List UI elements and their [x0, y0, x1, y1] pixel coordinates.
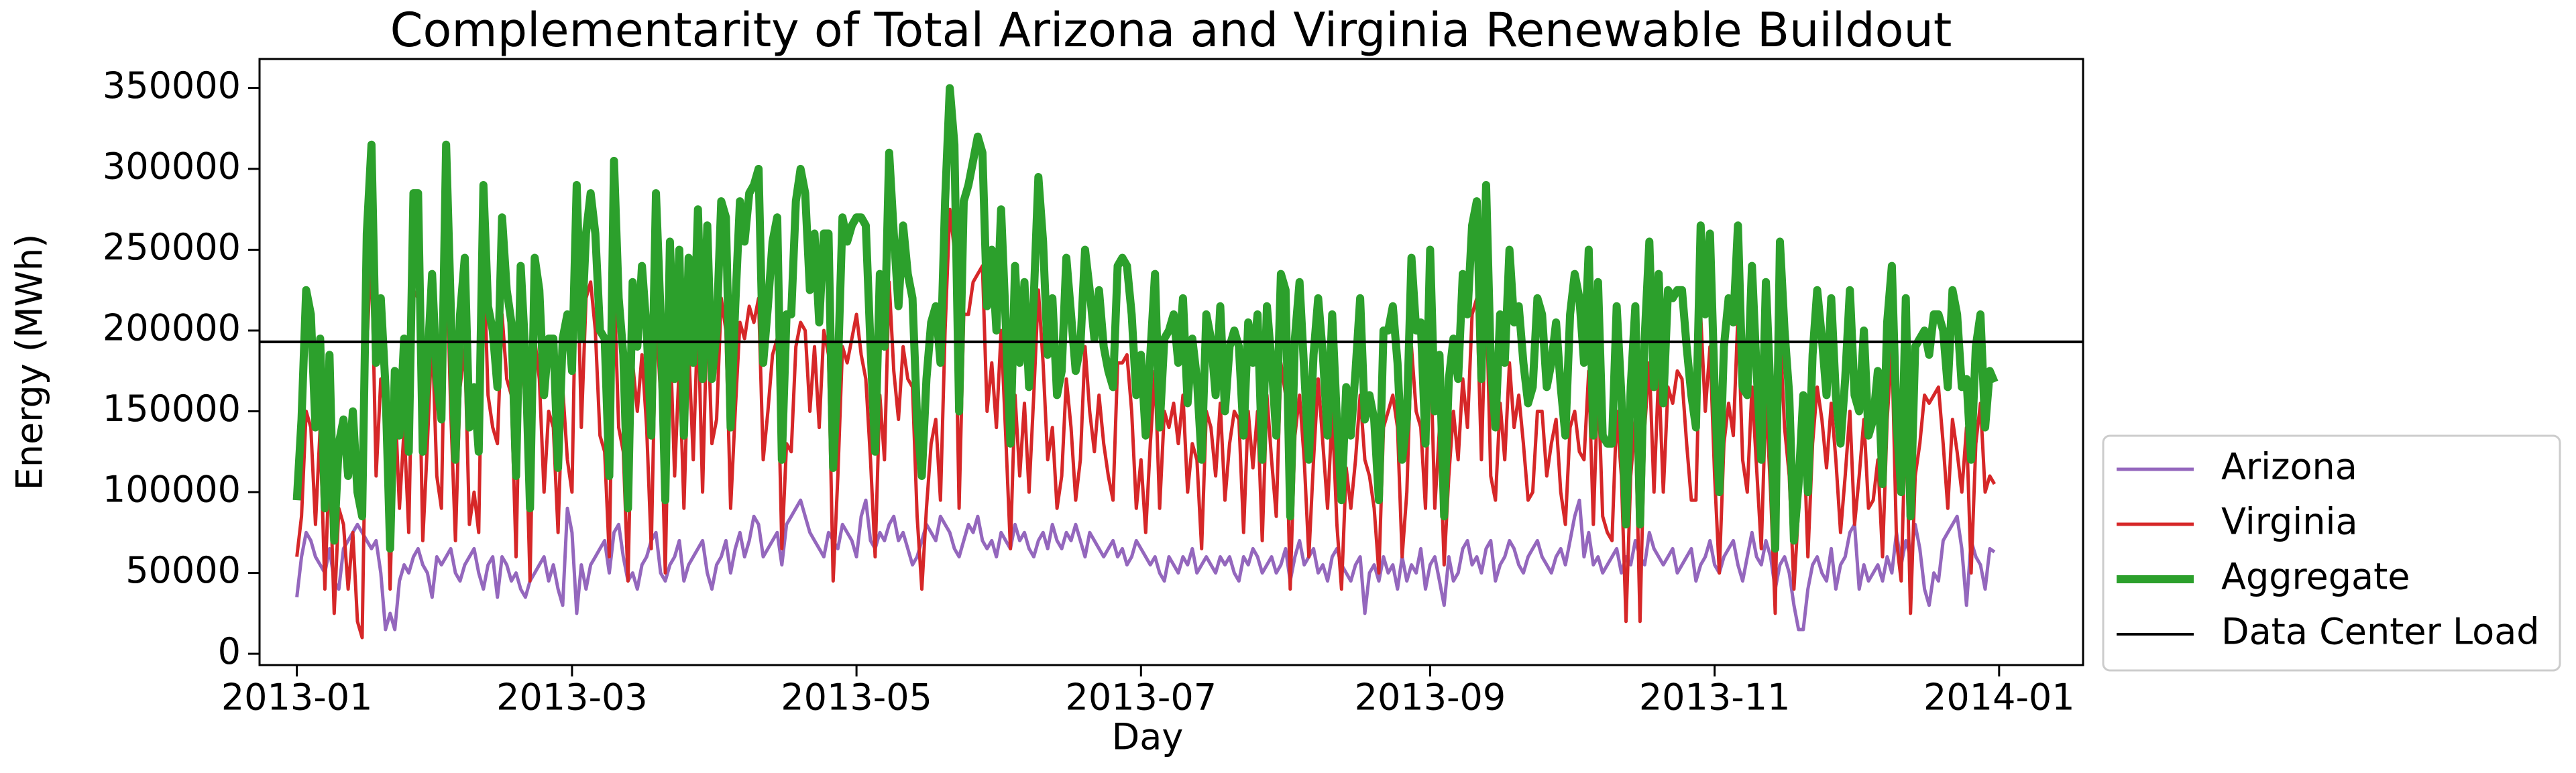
y-tick-label: 250000	[103, 226, 241, 268]
x-axis-label: Day	[1112, 716, 1184, 758]
y-tick-label: 200000	[103, 307, 241, 349]
y-tick-label: 150000	[103, 388, 241, 430]
y-tick-label: 100000	[103, 469, 241, 511]
series-line	[292, 84, 1999, 553]
legend-label: Data Center Load	[2221, 611, 2540, 653]
x-tick-label: 2013-03	[496, 676, 648, 719]
y-axis-label: Energy (MWh)	[9, 234, 51, 491]
plot-frame	[258, 58, 2084, 666]
y-tick-label: 350000	[103, 64, 241, 107]
y-tick-label: 50000	[125, 549, 241, 591]
x-tick-label: 2013-01	[221, 676, 373, 719]
y-tick-label: 300000	[103, 145, 241, 188]
y-tick-label: 0	[218, 630, 241, 672]
x-tick-label: 2013-09	[1355, 676, 1506, 719]
legend-label: Virginia	[2221, 501, 2358, 543]
x-tick-label: 2013-05	[781, 676, 932, 719]
x-tick-label: 2013-07	[1065, 676, 1217, 719]
x-tick-label: 2014-01	[1923, 676, 2075, 719]
series-line	[295, 498, 1996, 632]
legend-label: Aggregate	[2221, 556, 2410, 598]
legend-label: Arizona	[2221, 446, 2357, 488]
x-tick-label: 2013-11	[1639, 676, 1791, 719]
chart-title: Complementarity of Total Arizona and Vir…	[390, 3, 1952, 58]
legend-box	[2102, 434, 2561, 672]
